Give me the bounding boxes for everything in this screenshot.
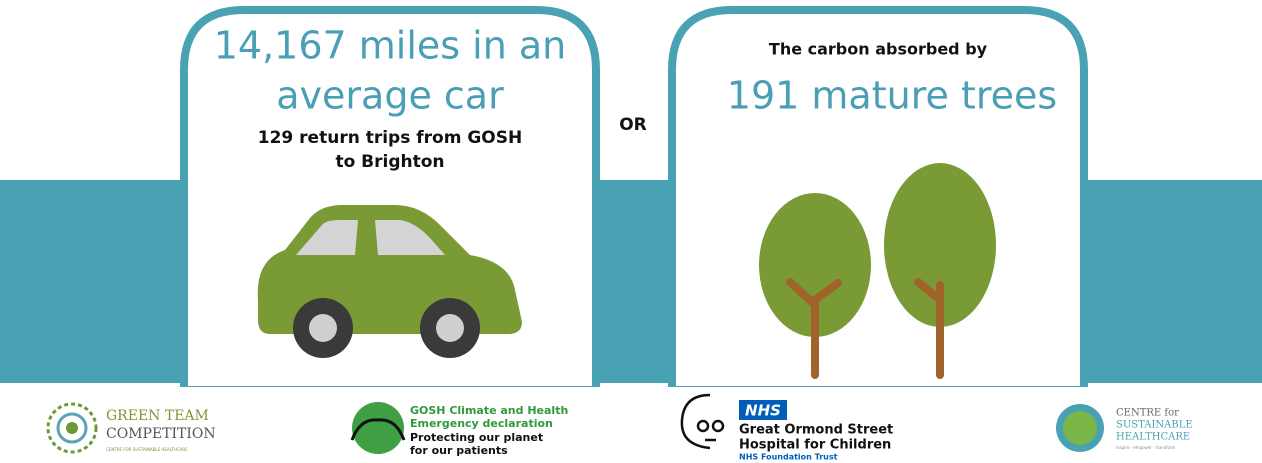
logo-text: inspire · empower · transform <box>1116 445 1175 450</box>
logo-text: Great Ormond Street <box>739 423 893 438</box>
logo-text: SUSTAINABLE <box>1116 420 1193 431</box>
detail: 129 return trips from GOSH <box>258 128 522 148</box>
logo-text: CENTRE FOR SUSTAINABLE HEALTHCARE <box>106 447 188 452</box>
separator: OR <box>619 115 647 135</box>
logo-text: Emergency declaration <box>410 417 553 430</box>
logo-text: Hospital for Children <box>739 438 891 453</box>
csh-logo <box>1056 404 1104 452</box>
logo-text: NHS <box>745 402 781 420</box>
headline: average car <box>276 74 504 118</box>
logo-text: for our patients <box>410 444 508 457</box>
logo-text: GOSH Climate and Health <box>410 404 568 417</box>
infographic: 14,167 miles in an average car 129 retur… <box>0 0 1262 463</box>
logo-text: HEALTHCARE <box>1116 432 1190 443</box>
logo-text: CENTRE for <box>1116 408 1179 419</box>
logo-text: Protecting our planet <box>410 431 543 444</box>
intro: The carbon absorbed by <box>769 40 988 59</box>
gosh-climate-logo <box>352 402 404 454</box>
card-base <box>188 372 592 386</box>
gosh-child-logo <box>682 395 723 448</box>
logo-text: NHS Foundation Trust <box>739 453 838 462</box>
green-team-logo <box>48 404 96 452</box>
headline: 191 mature trees <box>727 74 1057 118</box>
card-right <box>672 10 1084 383</box>
logo-text: COMPETITION <box>106 426 216 442</box>
detail: to Brighton <box>335 152 444 172</box>
card-base <box>676 372 1080 386</box>
headline: 14,167 miles in an <box>214 24 567 68</box>
logo-text: GREEN TEAM <box>106 408 209 424</box>
